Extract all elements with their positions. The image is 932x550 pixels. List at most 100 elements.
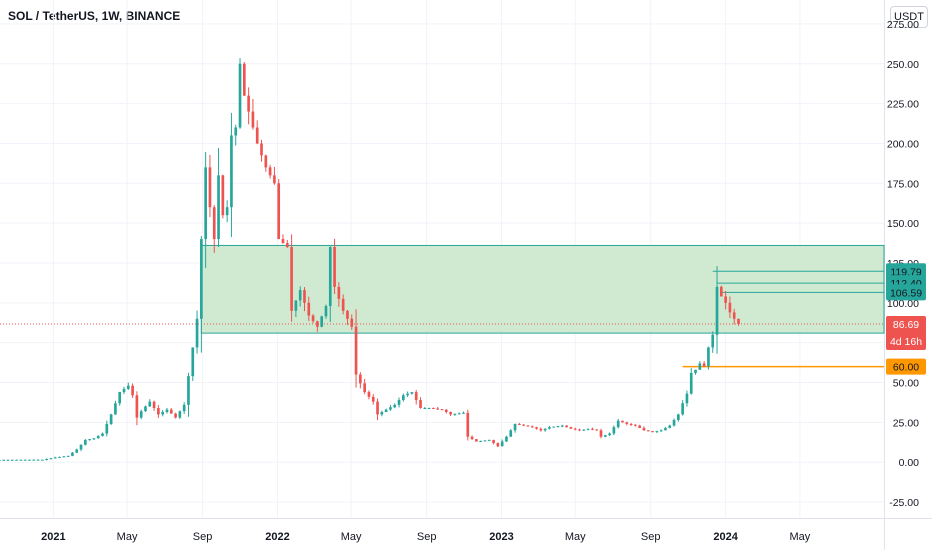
candle-body [419,400,422,409]
x-tick-label: May [117,531,138,543]
candle-body [629,423,633,425]
y-tick-label: -25.00 [889,497,919,509]
x-tick-label: Sep [193,531,213,543]
candle-body [101,433,104,436]
candle-up [427,407,431,410]
y-tick-label: 200.00 [887,138,919,150]
candle-down [251,98,255,130]
candle-up [217,148,220,248]
candle-down [354,309,358,388]
candle-up [83,439,87,446]
candle-body [732,312,736,319]
candle-body [530,426,534,428]
candle-up [513,423,517,433]
candle-body [28,459,31,461]
candle-up [685,390,689,407]
candle-body [83,439,87,445]
candle-body [603,435,607,437]
candle-body [144,406,147,412]
candle-body [182,404,186,412]
candle-body [273,175,276,184]
candle-body [174,413,177,418]
candle-body [45,458,48,460]
candle-up [19,459,23,461]
candle-body [290,247,293,311]
candle-body [677,414,680,420]
candle-down [578,428,581,432]
chart-title: SOL / TetherUS, 1W, BINANCE [8,9,181,23]
candle-up [410,391,414,395]
candle-down [376,398,379,421]
candle-down [264,154,268,172]
candle-body [79,444,83,450]
candle-body [702,363,706,367]
candle-body [483,440,487,442]
candle-body [251,111,255,128]
candle-up [234,124,238,146]
candle-body [565,425,568,428]
candle-body [6,459,10,461]
candle-body [719,286,723,297]
candle-body [621,420,624,423]
candle-down [371,394,375,405]
candle-down [221,174,225,219]
candle-body [217,175,220,240]
candle-body [556,426,560,428]
candle-up [165,407,169,414]
candle-body [234,127,238,136]
currency-button[interactable]: USDT [890,6,928,28]
candle-body [522,424,525,426]
candle-down [702,361,706,367]
candle-down [530,425,534,428]
candle-body [608,433,611,436]
y-tick-label: 150.00 [887,218,919,230]
candle-up [230,112,233,237]
candle-down [573,427,577,431]
candle-body [496,443,500,447]
candle-body [62,456,66,458]
candle-up [423,406,427,410]
candle-up [238,58,242,129]
candle-body [427,408,431,410]
candle-body [737,318,740,325]
candle-up [707,346,710,370]
resistance-zone [200,244,885,334]
candle-down [333,238,336,295]
candle-up [28,459,31,461]
candle-up [689,368,693,395]
candle-body [711,334,715,348]
candle-body [157,408,160,415]
candle-down [277,179,281,240]
candle-body [724,296,727,303]
candle-up [75,448,79,454]
candle-down [728,296,732,319]
candle-up [191,347,195,381]
candle-body [148,401,152,407]
candle-down [522,424,525,426]
candle-body [71,452,74,456]
x-tick-label: 2023 [489,531,513,543]
candle-up [384,408,388,413]
candle-body [242,63,246,96]
candle-body [505,436,508,442]
candle-body [513,423,517,431]
candle-down [466,409,470,441]
candle-down [565,425,568,428]
candle-down [285,240,289,248]
candle-down [634,424,637,427]
candle-body [406,393,409,396]
candle-body [539,428,543,431]
candle-down [475,438,478,442]
y-tick-label: 275.00 [887,19,919,31]
candle-up [182,402,186,415]
candle-down [492,439,495,445]
candle-up [204,152,207,269]
candle-body [10,459,14,461]
candle-up [225,200,229,223]
candle-up [126,382,130,390]
candle-down [273,166,276,185]
candle-up [139,409,143,420]
candle-body [105,423,109,434]
candle-up [200,236,203,353]
